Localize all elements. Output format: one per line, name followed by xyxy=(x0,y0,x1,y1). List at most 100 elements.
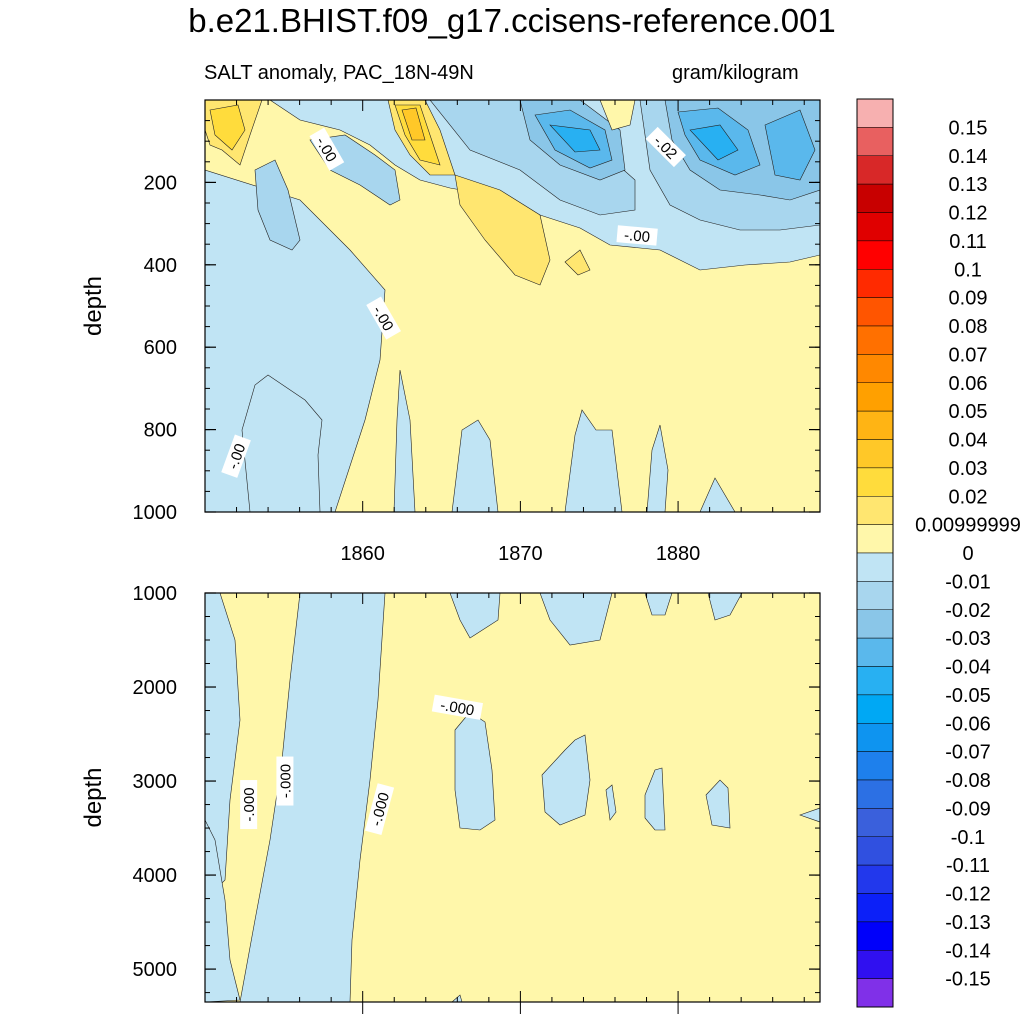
colorbar-swatch xyxy=(856,98,894,128)
colorbar-label: 0.15 xyxy=(949,117,988,139)
contour-region-upper-neg-lens xyxy=(254,159,301,251)
contour-label-text: -.00 xyxy=(623,227,650,246)
colorbar-swatch xyxy=(856,467,894,497)
colorbar-label: -0.06 xyxy=(945,713,991,735)
colorbar-label: -0.15 xyxy=(945,969,991,991)
colorbar-swatch xyxy=(856,240,894,270)
y-tick-label: 2000 xyxy=(133,677,178,699)
contour-region-lower-neg-west-floor xyxy=(205,819,241,1002)
colorbar-label: 0.04 xyxy=(949,430,988,452)
panel-frame-lower xyxy=(204,592,821,1003)
colorbar-label: 0.02 xyxy=(949,486,988,508)
colorbar-label: -0.09 xyxy=(945,798,991,820)
colorbar-swatch xyxy=(856,779,894,809)
colorbar-label: -0.13 xyxy=(945,912,991,934)
contour-region-lower-neg-blob5 xyxy=(705,779,731,829)
colorbar-label: 0.08 xyxy=(949,316,988,338)
contour-label-box xyxy=(240,780,258,830)
y-tick-label: 1000 xyxy=(133,502,178,524)
colorbar-label: 0.1 xyxy=(954,259,982,281)
contour-region-lower-neg-cap3 xyxy=(644,593,673,616)
colorbar-swatch xyxy=(856,723,894,752)
colorbar-swatch xyxy=(856,269,894,298)
chart-title: b.e21.BHIST.f09_g17.ccisens-reference.00… xyxy=(188,2,836,39)
contour-label-box xyxy=(276,756,294,806)
colorbar-swatch xyxy=(856,836,894,866)
colorbar-swatch xyxy=(856,354,894,383)
contour-label-box xyxy=(365,783,395,835)
contour-region-upper-neg-core6 xyxy=(549,124,601,153)
colorbar-swatch xyxy=(856,864,894,894)
colorbar-label: -0.04 xyxy=(945,657,991,679)
colorbar-label: -0.11 xyxy=(946,855,990,877)
colorbar-swatch xyxy=(856,552,894,582)
colorbar-swatch xyxy=(856,581,894,610)
contour-label: -.000 xyxy=(276,756,294,806)
contour-label-text: -.000 xyxy=(241,787,258,821)
contour-region-lower-neg-cap2 xyxy=(539,593,613,646)
colorbar-swatch xyxy=(856,297,894,327)
colorbar-label: -0.05 xyxy=(945,685,991,707)
colorbar-swatch xyxy=(856,921,894,951)
contour-label-box xyxy=(616,225,658,246)
contour-region-upper-pos-dot xyxy=(564,249,591,276)
colorbar-swatch xyxy=(856,978,894,1008)
contour-label-text: -.000 xyxy=(439,697,476,720)
colorbar-label: 0.00999999 xyxy=(915,515,1021,537)
colorbar-label: -0.01 xyxy=(945,571,991,593)
colorbar-swatch xyxy=(856,609,894,639)
colorbar-swatch xyxy=(856,524,894,554)
colorbar-swatch xyxy=(856,410,894,440)
colorbar-label: 0.05 xyxy=(949,401,988,423)
contour-label-box xyxy=(431,694,483,720)
colorbar-swatch xyxy=(856,325,894,355)
contour-region-lower-neg-cap1 xyxy=(449,593,501,639)
x-tick-label: 1870 xyxy=(498,543,543,565)
colorbar-swatch xyxy=(856,808,894,837)
x-tick-label: 1860 xyxy=(340,543,385,565)
colorbar-label: 0.06 xyxy=(949,373,988,395)
contour-label-text: -.000 xyxy=(277,764,294,798)
contour-region-upper-pos-core3 xyxy=(401,107,426,141)
contour-label-box xyxy=(645,126,686,168)
contour-region-upper-neg-spike xyxy=(393,369,416,512)
contour-fills-lower xyxy=(205,593,820,1002)
colorbar-label: -0.1 xyxy=(951,827,985,849)
y-tick-label: 1000 xyxy=(133,583,178,605)
colorbar-swatch xyxy=(856,666,894,696)
contour-region-upper-neg-core5 xyxy=(764,109,816,181)
contour-region-upper-pos-core1 xyxy=(209,104,246,151)
y-axis-label-lower: depth xyxy=(80,767,107,827)
colorbar-swatch xyxy=(856,950,894,979)
colorbar-frame xyxy=(856,98,894,1008)
contour-label-box xyxy=(309,127,345,171)
contour-region-upper-neg-blob2 xyxy=(564,409,623,512)
variable-subtitle: SALT anomaly, PAC_18N-49N xyxy=(204,62,474,84)
contour-region-lower-neg-blob2 xyxy=(541,734,591,826)
colorbar-swatch xyxy=(856,212,894,242)
y-tick-label: 4000 xyxy=(133,865,178,887)
y-tick-label: 800 xyxy=(144,420,177,442)
contour-label: -.000 xyxy=(431,694,483,720)
colorbar-swatch xyxy=(856,751,894,781)
contour-region-upper-pos-surface xyxy=(599,100,636,131)
y-tick-label: 3000 xyxy=(133,771,178,793)
contour-region-upper-neg-west xyxy=(205,169,386,512)
colorbar-label: -0.03 xyxy=(945,628,991,650)
contour-fills-upper xyxy=(205,100,820,512)
colorbar-label: -0.08 xyxy=(945,770,991,792)
colorbar-label: -0.12 xyxy=(945,884,991,906)
contour-region-upper-neg-blob3 xyxy=(646,424,669,512)
y-tick-label: 600 xyxy=(144,337,177,359)
contour-label-box xyxy=(221,434,251,478)
colorbar-label: -0.14 xyxy=(945,940,991,962)
panel-frame-upper xyxy=(204,99,821,513)
x-tick-label: 1880 xyxy=(656,543,701,565)
contour-region-lower-neg-blob6 xyxy=(799,807,820,823)
contour-region-lower-neg-blob3 xyxy=(605,784,617,821)
y-tick-label: 200 xyxy=(144,172,177,194)
contour-region-upper-neg-blob4 xyxy=(699,477,736,512)
colorbar-swatch xyxy=(856,439,894,469)
contour-region-upper-pos-tongue xyxy=(454,174,551,286)
contour-label: -.000 xyxy=(240,780,258,830)
